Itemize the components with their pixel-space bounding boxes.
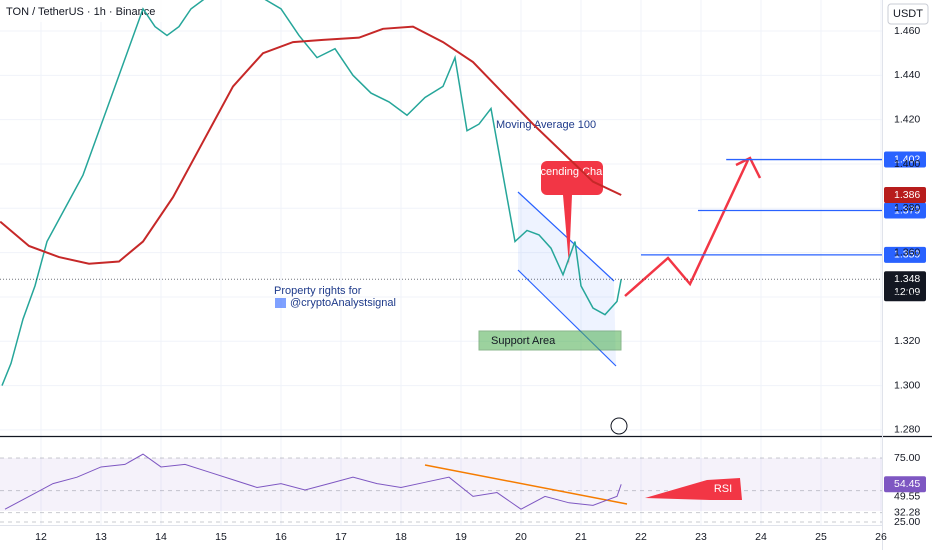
x-tick-label: 14: [155, 531, 167, 543]
x-tick-label: 23: [695, 531, 707, 543]
last-price: 1.348: [894, 273, 920, 285]
level-label: 1.402: [894, 153, 920, 165]
level-box: [884, 151, 926, 168]
x-tick-label: 24: [755, 531, 767, 543]
x-tick-label: 13: [95, 531, 107, 543]
rsi-tick-label: 25.00: [894, 516, 920, 528]
countdown: 12:09: [894, 286, 920, 298]
currency: USDT: [893, 8, 923, 20]
callout-pointer: [563, 195, 572, 265]
x-tick-label: 16: [275, 531, 287, 543]
ma-value: 1.386: [894, 189, 920, 201]
last-price-box: [884, 271, 926, 302]
rights-label: Property rights for: [274, 285, 362, 297]
y-tick-label: 1.340: [894, 291, 920, 303]
projection-arrow: [624, 159, 750, 297]
x-tick-label: 26: [875, 531, 887, 543]
level-box: [884, 246, 926, 263]
ma-box: [884, 187, 926, 204]
y-tick-label: 1.320: [894, 335, 920, 347]
rsi-line: [4, 453, 622, 510]
author-icon: [275, 298, 286, 308]
y-tick-label: 1.360: [894, 246, 920, 258]
x-tick-label: 21: [575, 531, 587, 543]
y-tick-label: 1.280: [894, 424, 920, 436]
ma-line: [0, 25, 622, 265]
grid: [0, 0, 882, 525]
icon: [610, 417, 628, 435]
chart-title: TON / TetherUS · 1h · Binance: [6, 6, 155, 18]
rsi-callout: [645, 478, 742, 500]
author-label: @cryptoAnalystsignal: [290, 297, 396, 309]
y-tick-label: 1.380: [894, 202, 920, 214]
y-tick-label: 1.300: [894, 379, 920, 391]
level-label: 1.379: [894, 204, 920, 216]
ma-label: Moving Average 100: [496, 119, 596, 131]
x-tick-label: 20: [515, 531, 527, 543]
y-tick-label: 1.400: [894, 158, 920, 170]
x-tick-label: 15: [215, 531, 227, 543]
rsi-tick-label: 75.00: [894, 452, 920, 464]
rsi-tick-label: 49.55: [894, 490, 920, 502]
channel-label: Descending Channel: [521, 166, 623, 178]
x-tick-label: 19: [455, 531, 467, 543]
arrow-head: [735, 156, 762, 179]
x-tick-label: 22: [635, 531, 647, 543]
rsi-tick-label: 32.28: [894, 506, 920, 518]
support-box: [478, 330, 622, 351]
title-bg: [0, 0, 180, 22]
x-tick-label: 17: [335, 531, 347, 543]
y-tick-label: 1.420: [894, 113, 920, 125]
level-box: [884, 202, 926, 219]
level-label: 1.359: [894, 249, 920, 261]
rsi-callout-label: RSI: [714, 483, 732, 495]
channel-callout: [541, 161, 603, 195]
channel-top: [517, 191, 615, 282]
rsi-box: [884, 476, 926, 493]
y-tick-label: 1.440: [894, 69, 920, 81]
price-line: [1, 0, 622, 386]
rsi-value: 54.45: [894, 478, 920, 490]
x-tick-label: 25: [815, 531, 827, 543]
currency-box: [887, 3, 929, 25]
x-tick-label: 12: [35, 531, 47, 543]
rsi-trendline: [424, 464, 628, 505]
rsi-band: [0, 458, 882, 511]
y-tick-label: 1.460: [894, 25, 920, 37]
support-label: Support Area: [491, 335, 556, 347]
x-tick-label: 18: [395, 531, 407, 543]
